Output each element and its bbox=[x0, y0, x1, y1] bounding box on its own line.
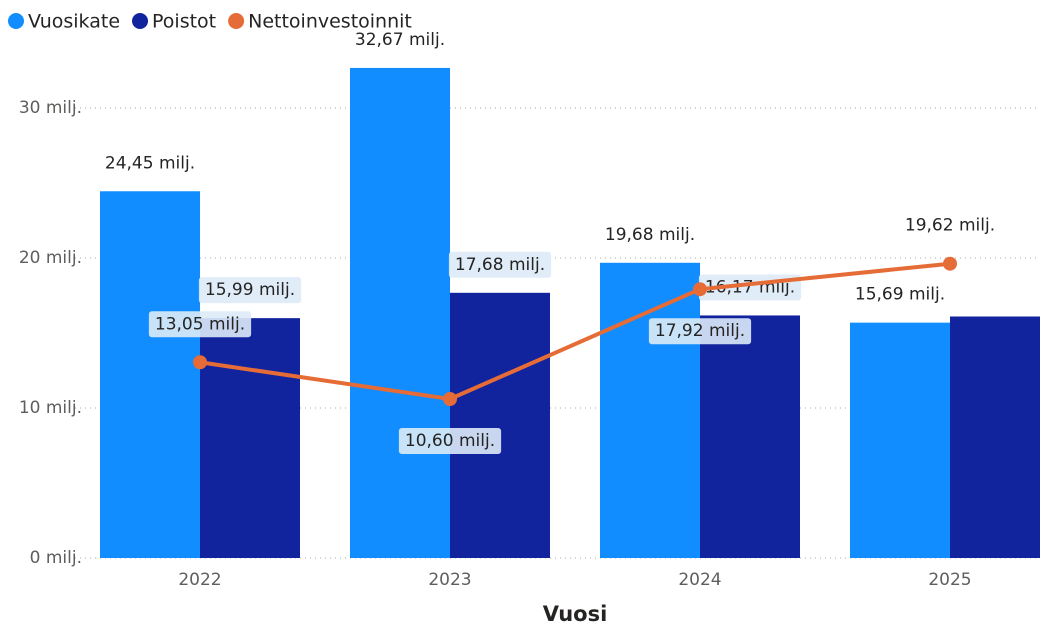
bar bbox=[950, 316, 1040, 558]
data-label-group: 32,67 milj. bbox=[355, 30, 445, 50]
line-point bbox=[943, 256, 957, 271]
data-label-box bbox=[148, 311, 252, 338]
data-label-group: 19,62 milj. bbox=[905, 216, 995, 236]
data-label: 15,99 milj. bbox=[205, 280, 295, 300]
data-label-group: 10,60 milj. bbox=[398, 428, 502, 454]
data-label-group: 24,45 milj. bbox=[105, 153, 195, 173]
y-tick-label: 10 milj. bbox=[19, 398, 82, 418]
data-label-group: 17,68 milj. bbox=[448, 251, 552, 278]
data-label: 32,67 milj. bbox=[355, 30, 445, 50]
data-label-group: 13,05 milj. bbox=[148, 311, 252, 338]
data-label-group: 19,68 milj. bbox=[605, 225, 695, 245]
data-label-group: 17,92 milj. bbox=[648, 318, 752, 345]
x-tick-label: 2023 bbox=[428, 570, 471, 590]
line-point bbox=[193, 355, 207, 370]
data-label-group: 15,69 milj. bbox=[855, 285, 945, 305]
bar bbox=[850, 322, 950, 558]
legend-label: Poistot bbox=[152, 11, 216, 33]
data-label: 24,45 milj. bbox=[105, 153, 195, 173]
legend-label: Vuosikate bbox=[28, 11, 120, 33]
line-point bbox=[693, 282, 707, 297]
data-label-box bbox=[198, 277, 302, 304]
data-label: 10,60 milj. bbox=[405, 431, 495, 451]
bar bbox=[450, 292, 550, 558]
x-tick-label: 2022 bbox=[178, 570, 221, 590]
data-label-group: 15,99 milj. bbox=[198, 277, 302, 304]
x-tick-label: 2024 bbox=[678, 570, 721, 590]
y-tick-label: 0 milj. bbox=[30, 548, 82, 568]
plot: 0 milj. 10 milj. 20 milj. 30 milj. 2022 2023 2… bbox=[19, 30, 1040, 590]
bar bbox=[100, 191, 200, 558]
legend-marker bbox=[8, 13, 24, 29]
data-label: 19,68 milj. bbox=[605, 225, 695, 245]
bar bbox=[600, 262, 700, 558]
bar bbox=[350, 67, 450, 558]
bar bbox=[700, 315, 800, 558]
line bbox=[199, 261, 951, 402]
data-label-box bbox=[648, 318, 752, 345]
data-label-box bbox=[398, 428, 502, 454]
line-point bbox=[443, 392, 457, 406]
y-tick-label: 30 milj. bbox=[19, 98, 82, 118]
legend-marker bbox=[228, 13, 245, 29]
data-label: 17,92 milj. bbox=[655, 321, 745, 341]
x-axis-title: Vuosi bbox=[543, 602, 608, 626]
bar bbox=[200, 318, 300, 558]
legend-marker bbox=[132, 13, 149, 29]
data-label: 17,68 milj. bbox=[455, 255, 545, 275]
legend-label: Nettoinvestoinnit bbox=[248, 11, 412, 33]
x-tick-label: 2025 bbox=[928, 570, 971, 590]
data-label: 19,62 milj. bbox=[905, 216, 995, 236]
data-label-box bbox=[448, 251, 552, 278]
data-label: 15,69 milj. bbox=[855, 285, 945, 305]
data-label: 13,05 milj. bbox=[155, 314, 245, 334]
y-tick-label: 20 milj. bbox=[19, 248, 82, 268]
